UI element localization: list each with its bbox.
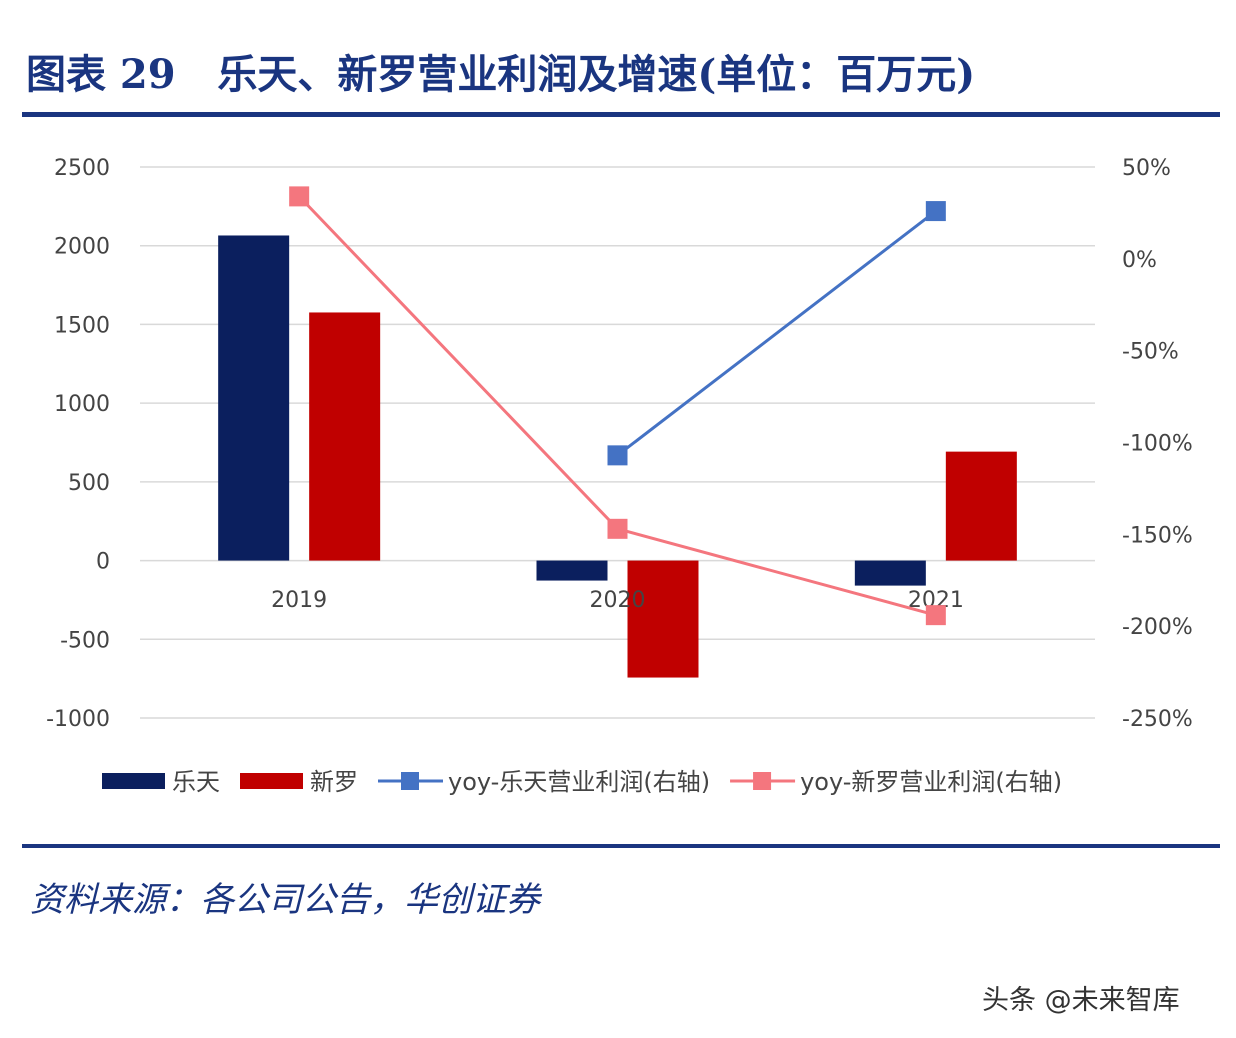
marker-yoy-新罗营业利润(右轴) bbox=[607, 518, 628, 539]
legend-swatch bbox=[102, 773, 165, 789]
left-tick-label: 2500 bbox=[54, 156, 110, 181]
title-divider bbox=[22, 112, 1220, 117]
legend-label: 乐天 bbox=[172, 768, 220, 796]
bar-乐天-2021 bbox=[854, 560, 926, 586]
left-tick-label: -1000 bbox=[46, 707, 110, 732]
right-tick-label: 50% bbox=[1122, 156, 1171, 181]
legend-label: yoy-新罗营业利润(右轴) bbox=[800, 768, 1062, 796]
line-yoy-乐天营业利润(右轴) bbox=[616, 209, 937, 457]
bar-新罗-2019 bbox=[309, 312, 381, 561]
bar-新罗-2020 bbox=[627, 560, 699, 678]
legend-swatch bbox=[240, 773, 303, 789]
category-label: 2020 bbox=[590, 588, 646, 613]
marker-yoy-乐天营业利润(右轴) bbox=[607, 445, 628, 466]
right-tick-label: -100% bbox=[1122, 432, 1193, 457]
right-tick-label: -250% bbox=[1122, 707, 1193, 732]
marker-yoy-新罗营业利润(右轴) bbox=[289, 186, 310, 207]
left-tick-label: 0 bbox=[96, 550, 110, 575]
line-yoy-新罗营业利润(右轴) bbox=[298, 195, 937, 617]
right-tick-label: -200% bbox=[1122, 615, 1193, 640]
category-label: 2019 bbox=[271, 588, 327, 613]
marker-yoy-乐天营业利润(右轴) bbox=[925, 201, 946, 222]
legend-label: 新罗 bbox=[310, 768, 358, 796]
figure-title: 图表 29 乐天、新罗营业利润及增速(单位：百万元) bbox=[26, 51, 976, 98]
bar-新罗-2021 bbox=[945, 451, 1017, 561]
marker-yoy-新罗营业利润(右轴) bbox=[925, 605, 946, 626]
legend-marker bbox=[753, 772, 772, 790]
left-tick-label: 1000 bbox=[54, 392, 110, 417]
left-tick-label: 500 bbox=[68, 471, 110, 496]
source-note: 资料来源：各公司公告，华创证券 bbox=[30, 880, 540, 920]
bottom-divider bbox=[22, 844, 1220, 848]
bar-乐天-2019 bbox=[218, 235, 290, 561]
legend-label: yoy-乐天营业利润(右轴) bbox=[448, 768, 710, 796]
left-tick-label: -500 bbox=[60, 628, 110, 653]
right-tick-label: -50% bbox=[1122, 340, 1179, 365]
left-tick-label: 1500 bbox=[54, 313, 110, 338]
legend-marker bbox=[401, 772, 419, 790]
watermark: 头条 @未来智库 bbox=[982, 985, 1180, 1016]
chart-plot: 2500 2000 1500 1000 500 0 -500 -1000 50% 0% -50% -1… bbox=[46, 156, 1193, 796]
bar-乐天-2020 bbox=[536, 560, 608, 581]
right-tick-label: -150% bbox=[1122, 523, 1193, 548]
left-tick-label: 2000 bbox=[54, 235, 110, 260]
right-tick-label: 0% bbox=[1122, 248, 1157, 273]
